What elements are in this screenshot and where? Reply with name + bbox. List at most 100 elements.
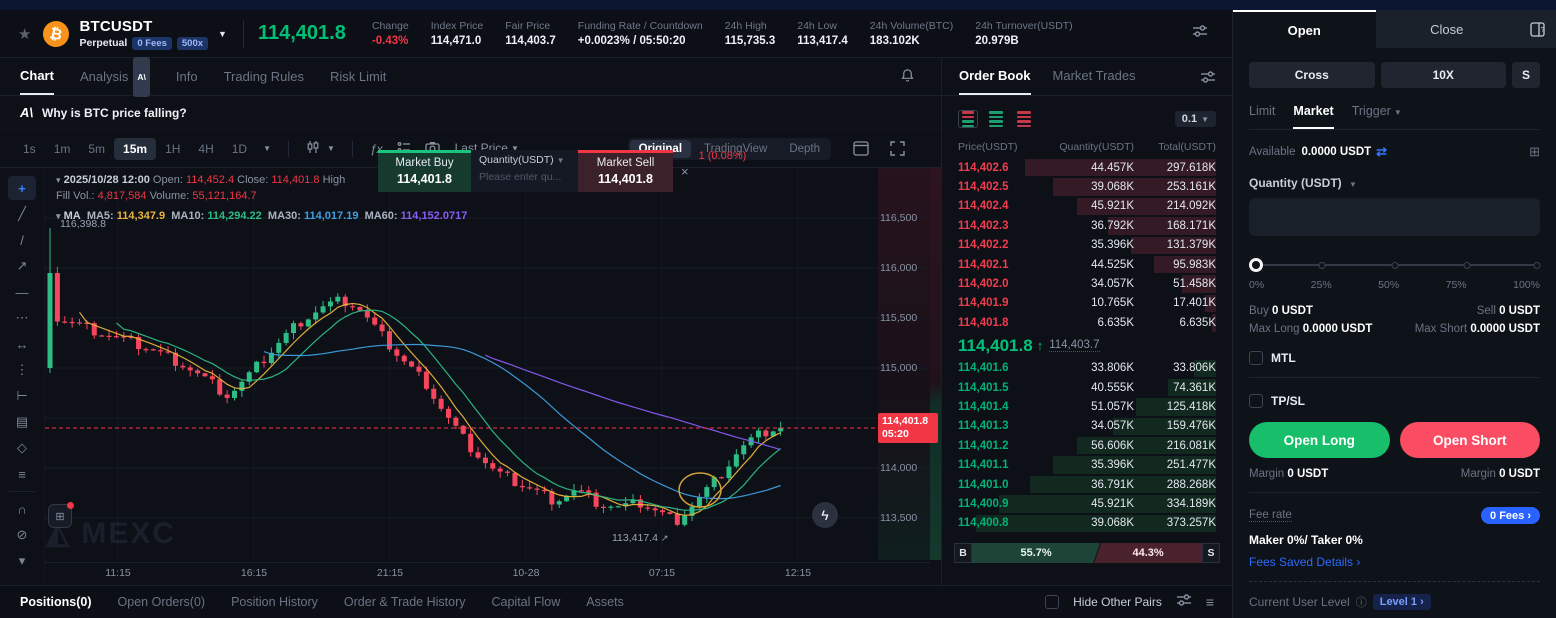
mtl-checkbox[interactable] bbox=[1249, 351, 1263, 365]
text-notes-icon[interactable]: ≡ bbox=[18, 466, 26, 482]
position-mode-icon[interactable]: ? bbox=[1518, 10, 1556, 48]
hide-other-pairs-checkbox[interactable] bbox=[1045, 595, 1060, 609]
tab-analysis[interactable]: Analysis A\ bbox=[80, 56, 150, 97]
ask-row[interactable]: 114,402.0 34.057K 51.458K bbox=[958, 274, 1216, 293]
timeframe-4H[interactable]: 4H bbox=[198, 141, 214, 156]
hide-drawings-icon[interactable]: ⊘ bbox=[16, 527, 28, 542]
zero-fees-pill[interactable]: 0 Fees › bbox=[1481, 507, 1540, 524]
bid-row[interactable]: 114,401.4 51.057K 125.418K bbox=[958, 397, 1216, 416]
collapse-icon[interactable]: ▾ bbox=[56, 211, 61, 221]
ask-row[interactable]: 114,402.6 44.457K 297.618K bbox=[958, 158, 1216, 177]
bid-row[interactable]: 114,401.5 40.555K 74.361K bbox=[958, 378, 1216, 397]
tab-chart[interactable]: Chart bbox=[20, 58, 54, 95]
quantity-input[interactable] bbox=[1249, 198, 1540, 236]
ask-row[interactable]: 114,402.4 45.921K 214.092K bbox=[958, 197, 1216, 216]
order-type-market[interactable]: Market bbox=[1293, 104, 1334, 129]
tab-market-trades[interactable]: Market Trades bbox=[1052, 68, 1136, 83]
pattern-icon[interactable]: ▤ bbox=[15, 414, 29, 429]
calculator-icon[interactable]: ⊞ bbox=[1529, 144, 1540, 159]
leverage-button[interactable]: 10X bbox=[1380, 62, 1506, 88]
fullscreen-icon[interactable] bbox=[890, 141, 905, 161]
slider-tick-75[interactable] bbox=[1463, 261, 1471, 269]
tab-open[interactable]: Open bbox=[1233, 10, 1376, 48]
info-icon[interactable]: ⓘ bbox=[1355, 597, 1367, 609]
fees-saved-link[interactable]: Fees Saved Details › bbox=[1249, 555, 1361, 569]
bid-row[interactable]: 114,401.3 34.057K 159.476K bbox=[958, 417, 1216, 436]
tpsl-checkbox[interactable] bbox=[1249, 394, 1263, 408]
timeframe-5m[interactable]: 5m bbox=[88, 141, 106, 156]
chart-canvas-area[interactable]: + ╱ / ↗ — ⋯ ↔ ⋮ ⊢ ▤ ◇ ≡ ∩ ⊘ ▾ ▾ 2025/10/28 12:00 Open:… bbox=[0, 150, 941, 585]
list-menu-icon[interactable]: ≡ bbox=[1205, 594, 1214, 610]
alert-bell-icon[interactable] bbox=[900, 68, 915, 88]
slider-tick-25[interactable] bbox=[1318, 261, 1326, 269]
order-type-limit[interactable]: Limit bbox=[1249, 104, 1276, 118]
tab-order-book[interactable]: Order Book bbox=[959, 58, 1031, 95]
timeframe-1m[interactable]: 1m bbox=[53, 141, 71, 156]
book-view-bids-icon[interactable] bbox=[986, 110, 1006, 128]
price-axis-zone[interactable] bbox=[878, 168, 930, 560]
ask-row[interactable]: 114,401.8 6.635K 6.635K bbox=[958, 313, 1216, 332]
ask-row[interactable]: 114,402.5 39.068K 253.161K bbox=[958, 177, 1216, 196]
open-short-button[interactable]: Open Short bbox=[1399, 422, 1540, 458]
level-badge[interactable]: Level 1 › bbox=[1372, 594, 1431, 610]
transfer-icon[interactable]: ⇄ bbox=[1376, 144, 1388, 159]
candle-style-dropdown-icon[interactable]: ▼ bbox=[327, 144, 335, 153]
more-tools-icon[interactable]: ▾ bbox=[18, 553, 26, 568]
timeframe-more-icon[interactable]: ▼ bbox=[263, 144, 272, 153]
crosshair-icon[interactable]: + bbox=[8, 176, 36, 200]
arrow-line-icon[interactable]: ↗ bbox=[16, 258, 28, 273]
bid-row[interactable]: 114,401.6 33.806K 33.806K bbox=[958, 359, 1216, 378]
open-long-button[interactable]: Open Long bbox=[1249, 422, 1390, 458]
quantity-unit-dropdown-icon[interactable]: ▼ bbox=[1349, 180, 1357, 189]
qty-dropdown-icon[interactable]: ▼ bbox=[556, 156, 565, 165]
ask-row[interactable]: 114,401.9 10.765K 17.401K bbox=[958, 294, 1216, 313]
slider-tick-100[interactable] bbox=[1533, 261, 1541, 269]
bid-row[interactable]: 114,400.9 45.921K 334.189K bbox=[958, 494, 1216, 513]
bottom-tab-assets[interactable]: Assets bbox=[586, 595, 624, 609]
slider-handle[interactable] bbox=[1249, 258, 1263, 272]
zero-fees-badge[interactable]: 0 Fees bbox=[132, 36, 172, 50]
tab-close[interactable]: Close bbox=[1430, 21, 1464, 37]
book-view-asks-icon[interactable] bbox=[1014, 110, 1034, 128]
quick-quantity-field[interactable]: Quantity(USDT) ▼ Please enter qu... bbox=[471, 150, 578, 192]
ray-line-icon[interactable]: / bbox=[20, 232, 24, 248]
vertical-line-icon[interactable]: ⋮ bbox=[15, 362, 29, 377]
bid-row[interactable]: 114,401.1 35.396K 251.477K bbox=[958, 455, 1216, 474]
tab-risk-limit[interactable]: Risk Limit bbox=[330, 68, 387, 84]
market-buy-button[interactable]: Market Buy 114,401.8 bbox=[378, 150, 471, 192]
book-view-both-icon[interactable] bbox=[958, 110, 978, 128]
candle-style-icon[interactable] bbox=[299, 140, 327, 157]
quick-trade-lightning-button[interactable]: ϟ bbox=[812, 502, 838, 528]
shapes-icon[interactable]: ◇ bbox=[17, 440, 27, 455]
symbol-dropdown-icon[interactable]: ▼ bbox=[218, 28, 227, 39]
bid-row[interactable]: 114,401.0 36.791K 288.268K bbox=[958, 475, 1216, 494]
mid-price-row[interactable]: 114,401.8 ↑ 114,403.7 bbox=[942, 333, 1232, 359]
view-tab-depth[interactable]: Depth bbox=[789, 142, 820, 155]
price-source-dropdown-icon[interactable]: ▼ bbox=[510, 144, 519, 153]
favorite-star-icon[interactable]: ★ bbox=[18, 25, 32, 43]
trend-line-icon[interactable]: ╱ bbox=[18, 206, 26, 221]
tab-trading-rules[interactable]: Trading Rules bbox=[223, 68, 305, 84]
leverage-badge[interactable]: 500x bbox=[176, 36, 209, 50]
horizontal-line-icon[interactable]: — bbox=[15, 284, 29, 300]
symbol-block[interactable]: BTCUSDT Perpetual 0 Fees 500x bbox=[79, 17, 209, 50]
close-popup-icon[interactable]: × bbox=[681, 163, 689, 179]
timeframe-1D[interactable]: 1D bbox=[231, 141, 248, 156]
bottom-tab-order-trade-history[interactable]: Order & Trade History bbox=[343, 595, 466, 609]
symbol-name[interactable]: BTCUSDT bbox=[79, 17, 153, 35]
ask-row[interactable]: 114,402.3 36.792K 168.171K bbox=[958, 216, 1216, 235]
bottom-tab-positions-0-[interactable]: Positions(0) bbox=[20, 595, 92, 609]
timeframe-15m[interactable]: 15m bbox=[114, 137, 157, 160]
tab-info[interactable]: Info bbox=[175, 68, 198, 84]
ask-row[interactable]: 114,402.1 44.525K 95.983K bbox=[958, 255, 1216, 274]
slider-tick-50[interactable] bbox=[1391, 261, 1398, 269]
bottom-settings-icon[interactable] bbox=[1176, 592, 1192, 613]
bid-row[interactable]: 114,401.2 56.606K 216.081K bbox=[958, 436, 1216, 455]
bottom-tab-open-orders-0-[interactable]: Open Orders(0) bbox=[117, 595, 206, 609]
market-sell-button[interactable]: Market Sell 114,401.8 bbox=[578, 150, 673, 192]
extended-line-icon[interactable]: ↔ bbox=[15, 336, 29, 352]
bottom-tab-capital-flow[interactable]: Capital Flow bbox=[491, 595, 561, 609]
x-axis[interactable]: 11:15 16:15 21:15 10-28 07:15 12:15 bbox=[45, 562, 930, 582]
horizontal-ray-icon[interactable]: ⋯ bbox=[15, 310, 29, 325]
bottom-tab-position-history[interactable]: Position History bbox=[231, 595, 318, 609]
